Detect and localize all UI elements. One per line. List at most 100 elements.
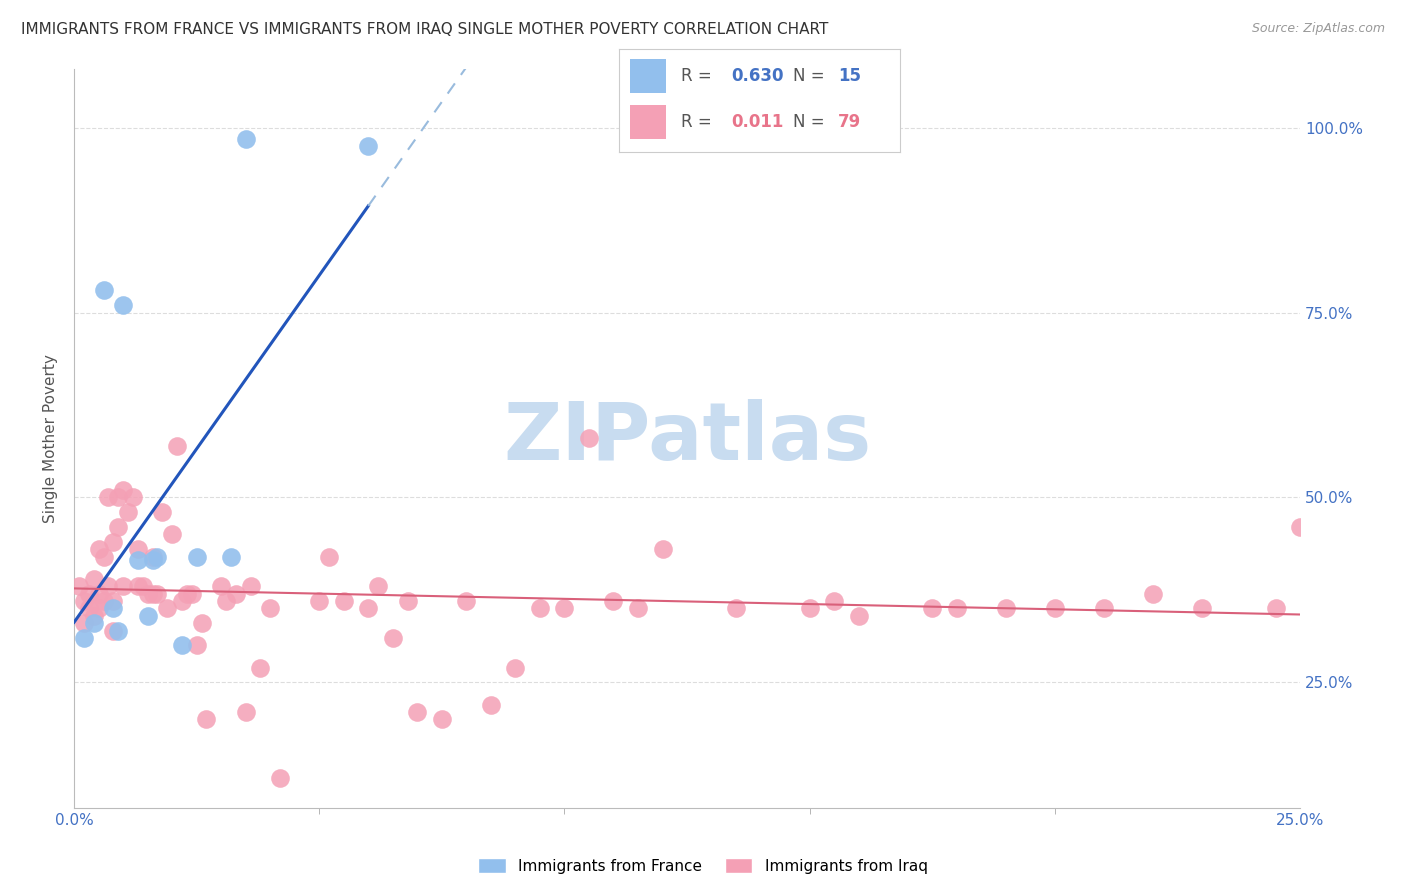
Point [166, 439, 188, 453]
Point [103, 601, 125, 615]
Point [1191, 601, 1213, 615]
Text: 0.011: 0.011 [731, 113, 783, 131]
Point [136, 608, 159, 623]
Point [269, 772, 291, 786]
Point [1142, 586, 1164, 600]
Point [87, 586, 110, 600]
Point [456, 594, 478, 608]
Point [578, 431, 600, 445]
Point [529, 601, 551, 615]
Point [235, 705, 257, 719]
Point [225, 586, 247, 600]
Text: Source: ZipAtlas.com: Source: ZipAtlas.com [1251, 22, 1385, 36]
Point [367, 579, 389, 593]
Point [112, 298, 135, 312]
Text: 0.630: 0.630 [731, 67, 783, 86]
Point [1264, 601, 1286, 615]
Point [799, 601, 821, 615]
Point [127, 553, 149, 567]
Point [505, 660, 527, 674]
Point [93, 549, 115, 564]
Point [93, 594, 115, 608]
Point [160, 527, 183, 541]
Point [127, 542, 149, 557]
Point [215, 594, 238, 608]
Point [107, 520, 129, 534]
Text: 15: 15 [838, 67, 860, 86]
Point [67, 579, 90, 593]
Point [430, 712, 453, 726]
Point [945, 601, 967, 615]
Point [1043, 601, 1066, 615]
Point [259, 601, 281, 615]
Point [249, 660, 271, 674]
Point [553, 601, 575, 615]
Point [848, 608, 870, 623]
Legend: Immigrants from France, Immigrants from Iraq: Immigrants from France, Immigrants from … [472, 852, 934, 880]
Point [651, 542, 673, 557]
Point [180, 586, 202, 600]
Point [107, 491, 129, 505]
Point [994, 601, 1017, 615]
Point [83, 572, 105, 586]
Text: N =: N = [793, 67, 830, 86]
Point [127, 579, 149, 593]
Point [1092, 601, 1115, 615]
Point [97, 579, 120, 593]
Point [318, 549, 340, 564]
Y-axis label: Single Mother Poverty: Single Mother Poverty [44, 354, 58, 523]
Point [186, 639, 208, 653]
Point [77, 601, 100, 615]
Point [357, 139, 380, 153]
Point [170, 639, 193, 653]
Point [142, 549, 165, 564]
Point [333, 594, 356, 608]
Point [308, 594, 330, 608]
Text: R =: R = [681, 67, 717, 86]
Point [112, 579, 135, 593]
Bar [630, 59, 666, 93]
Point [142, 586, 165, 600]
Point [209, 579, 232, 593]
Point [150, 505, 173, 519]
Bar [630, 105, 666, 139]
Point [122, 491, 145, 505]
Point [602, 594, 624, 608]
Point [97, 491, 120, 505]
Point [83, 616, 105, 631]
Point [190, 616, 212, 631]
Point [73, 594, 96, 608]
Point [103, 624, 125, 638]
Point [170, 594, 193, 608]
Point [103, 594, 125, 608]
Point [235, 132, 257, 146]
Point [93, 284, 115, 298]
Point [1289, 520, 1312, 534]
Point [73, 631, 96, 645]
Point [219, 549, 242, 564]
Text: R =: R = [681, 113, 721, 131]
Point [136, 586, 159, 600]
Point [627, 601, 650, 615]
Point [112, 483, 135, 497]
Text: ZIPatlas: ZIPatlas [503, 400, 872, 477]
Point [156, 601, 179, 615]
Point [186, 549, 208, 564]
Point [146, 549, 169, 564]
Point [142, 553, 165, 567]
Point [176, 586, 198, 600]
Point [823, 594, 845, 608]
Text: 79: 79 [838, 113, 862, 131]
Point [725, 601, 748, 615]
Point [357, 601, 380, 615]
Point [83, 608, 105, 623]
Point [117, 505, 139, 519]
Point [103, 534, 125, 549]
Point [479, 698, 502, 712]
Point [73, 616, 96, 631]
Point [396, 594, 419, 608]
Point [195, 712, 218, 726]
Point [107, 624, 129, 638]
Point [406, 705, 429, 719]
Point [921, 601, 943, 615]
